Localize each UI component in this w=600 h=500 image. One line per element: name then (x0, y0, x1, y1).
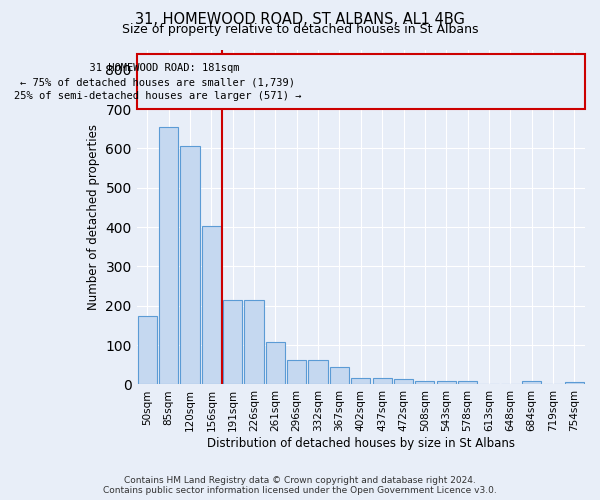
Bar (244, 300, 263, 384)
Bar (351, 378, 370, 384)
Text: 31 HOMEWOOD ROAD: 181sqm: 31 HOMEWOOD ROAD: 181sqm (77, 62, 239, 72)
Text: 25% of semi-detached houses are larger (571) →: 25% of semi-detached houses are larger (… (14, 91, 302, 101)
Bar (415, 382, 434, 384)
Bar (159, 126, 178, 384)
Bar (181, 146, 200, 384)
Text: 31, HOMEWOOD ROAD, ST ALBANS, AL1 4BG: 31, HOMEWOOD ROAD, ST ALBANS, AL1 4BG (135, 12, 465, 28)
Y-axis label: Number of detached properties: Number of detached properties (87, 124, 100, 310)
Bar (458, 382, 477, 384)
Bar (522, 382, 541, 384)
Text: ← 75% of detached houses are smaller (1,739): ← 75% of detached houses are smaller (1,… (20, 78, 295, 88)
Bar (287, 360, 307, 384)
Bar (437, 382, 456, 384)
Bar (308, 360, 328, 384)
Text: Size of property relative to detached houses in St Albans: Size of property relative to detached ho… (122, 22, 478, 36)
Bar (137, 316, 157, 384)
Bar (266, 342, 285, 384)
X-axis label: Distribution of detached houses by size in St Albans: Distribution of detached houses by size … (207, 437, 515, 450)
Bar (330, 367, 349, 384)
Bar (223, 300, 242, 384)
Text: Contains HM Land Registry data © Crown copyright and database right 2024.
Contai: Contains HM Land Registry data © Crown c… (103, 476, 497, 495)
Bar (373, 378, 392, 384)
FancyBboxPatch shape (137, 54, 585, 109)
Bar (202, 226, 221, 384)
Bar (565, 382, 584, 384)
Bar (394, 379, 413, 384)
